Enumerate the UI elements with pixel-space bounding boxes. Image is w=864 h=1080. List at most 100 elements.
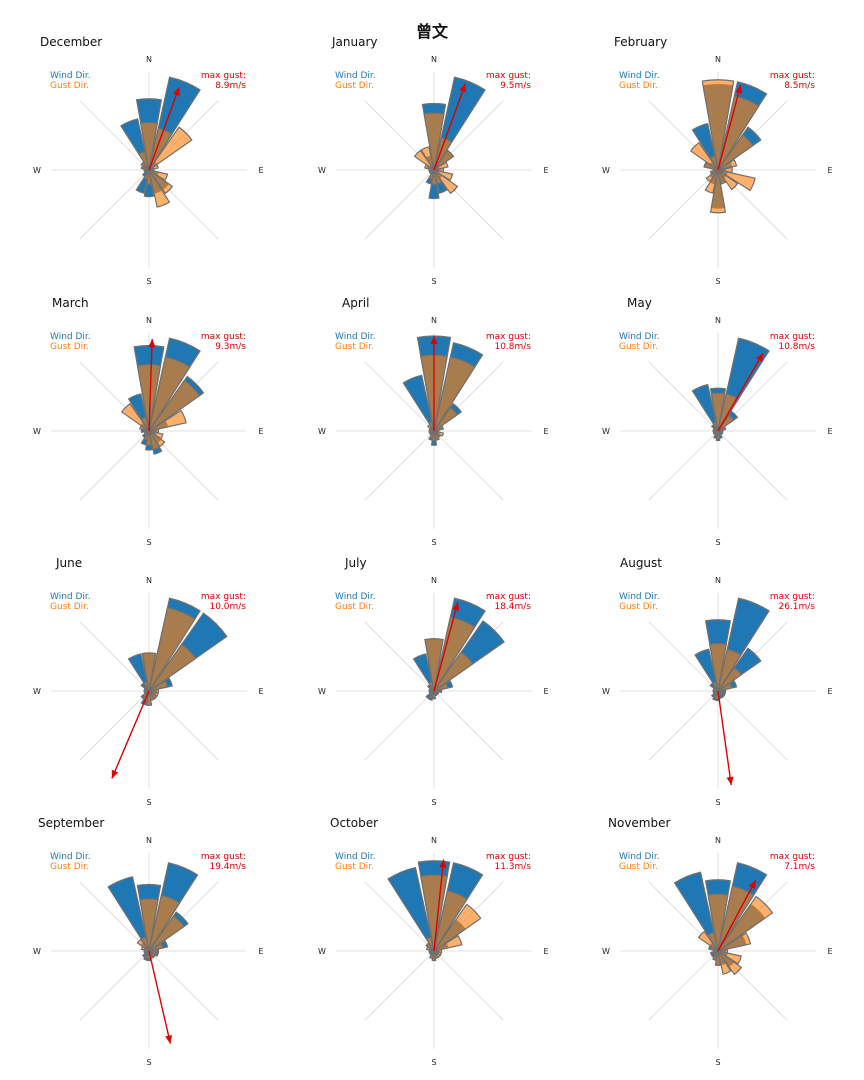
wind-wedge-nnw	[127, 653, 150, 692]
max-gust-annotation: max gust: 9.5m/s	[486, 71, 531, 91]
max-gust-annotation: max gust: 8.9m/s	[201, 71, 246, 91]
legend-wind-dir: Wind Dir.	[50, 592, 91, 602]
legend: Wind Dir. Gust Dir.	[50, 332, 91, 352]
gust-wedge-ene	[717, 158, 738, 171]
wind-wedge-nnw	[412, 653, 435, 692]
gust-wedge-nnw	[140, 416, 150, 432]
compass-label-w: W	[33, 687, 41, 696]
legend-wind-dir: Wind Dir.	[50, 852, 91, 862]
max-gust-label: max gust:	[200, 592, 246, 602]
gust-wedge-nw	[413, 149, 435, 171]
gust-wedge-nne	[148, 606, 196, 692]
gust-wedge-se	[148, 430, 166, 448]
max-gust-arrow	[433, 83, 467, 171]
legend: Wind Dir. Gust Dir.	[335, 332, 376, 352]
legend-gust-dir: Gust Dir.	[335, 602, 374, 612]
windrose-panel: October Wind Dir. Gust Dir. max gust: 11.3m/…	[285, 781, 573, 1067]
gust-wedge-ene	[717, 932, 752, 952]
compass-label-s: S	[146, 538, 151, 547]
windrose-panel: September Wind Dir. Gust Dir. max gust: 19.4…	[0, 781, 288, 1067]
max-gust-value: 9.5m/s	[500, 81, 531, 91]
grid-line	[79, 690, 150, 761]
gust-wedge-wsw	[709, 169, 719, 175]
legend: Wind Dir. Gust Dir.	[619, 852, 660, 872]
grid-line	[79, 621, 150, 692]
legend-gust-dir: Gust Dir.	[335, 81, 374, 91]
gust-wedge-sse	[717, 950, 732, 975]
legend-gust-dir: Gust Dir.	[50, 342, 89, 352]
gust-wedge-ene	[717, 682, 733, 692]
gust-wedge-ene	[148, 679, 169, 692]
gust-wedge-n	[139, 898, 159, 952]
gust-wedge-nnw	[706, 931, 719, 952]
gust-wedge-nnw	[709, 155, 719, 171]
compass-label-n: N	[431, 836, 437, 845]
windrose-svg: N E S W	[602, 836, 832, 1067]
windrose-panel: June Wind Dir. Gust Dir. max gust: 10.0m/s N E…	[0, 521, 288, 807]
gust-wedge-n	[709, 642, 727, 692]
legend: Wind Dir. Gust Dir.	[50, 592, 91, 612]
gust-wedge-se	[717, 950, 743, 976]
max-gust-label: max gust:	[769, 852, 815, 862]
grid-line	[364, 361, 435, 432]
gust-wedge-sse	[717, 169, 727, 185]
grid-line	[648, 621, 719, 692]
gust-wedge-n	[140, 121, 158, 171]
gust-wedge-ne	[717, 134, 754, 171]
gust-wedge-nnw	[140, 936, 150, 952]
compass-label-e: E	[543, 427, 548, 436]
page-title: 曾文	[415, 22, 448, 41]
windrose-svg: N E S W	[318, 55, 548, 286]
max-gust-annotation: max gust: 10.0m/s	[201, 592, 246, 612]
grid-line	[717, 430, 788, 501]
max-gust-label: max gust:	[485, 332, 531, 342]
gust-wedge-ese	[717, 169, 756, 192]
gust-wedge-nne	[433, 616, 476, 692]
gust-wedge-nw	[697, 930, 719, 952]
gust-wedge-ne	[433, 406, 459, 432]
max-gust-annotation: max gust: 7.1m/s	[770, 852, 815, 872]
gust-wedge-nw	[136, 938, 150, 952]
max-gust-arrowhead	[735, 85, 743, 94]
max-gust-value: 10.8m/s	[494, 342, 531, 352]
compass-label-n: N	[146, 316, 152, 325]
gust-wedge-n	[141, 652, 157, 692]
max-gust-arrow	[717, 352, 764, 432]
compass-label-w: W	[33, 166, 41, 175]
max-gust-arrowhead	[726, 776, 734, 786]
grid-line	[648, 690, 719, 761]
legend-gust-dir: Gust Dir.	[50, 81, 89, 91]
legend-wind-dir: Wind Dir.	[50, 71, 91, 81]
grid-line	[433, 690, 504, 761]
max-gust-arrow	[148, 950, 172, 1044]
windrose-svg: N E S W	[33, 576, 263, 807]
grid-line	[148, 950, 219, 1021]
max-gust-arrowhead	[165, 1034, 172, 1044]
max-gust-value: 19.4m/s	[209, 862, 246, 872]
grid-line	[648, 430, 719, 501]
grid-line	[648, 169, 719, 240]
max-gust-arrowhead	[148, 339, 156, 348]
max-gust-label: max gust:	[200, 332, 246, 342]
wind-wedge-nnw	[694, 648, 719, 692]
gust-wedge-ene	[433, 425, 444, 432]
grid-line	[364, 950, 435, 1021]
max-gust-label: max gust:	[769, 71, 815, 81]
windrose-svg: N E S W	[602, 576, 832, 807]
compass-label-w: W	[318, 947, 326, 956]
windrose-svg: N E S W	[602, 55, 832, 286]
max-gust-value: 18.4m/s	[494, 602, 531, 612]
legend: Wind Dir. Gust Dir.	[335, 592, 376, 612]
compass-label-w: W	[318, 166, 326, 175]
compass-label-s: S	[715, 538, 720, 547]
compass-label-w: W	[318, 687, 326, 696]
gust-wedge-s	[145, 169, 153, 185]
gust-wedge-ese	[717, 950, 742, 965]
legend-wind-dir: Wind Dir.	[335, 71, 376, 81]
compass-label-w: W	[602, 166, 610, 175]
gust-wedge-ne	[148, 379, 201, 432]
legend-wind-dir: Wind Dir.	[619, 332, 660, 342]
gust-wedge-s	[431, 430, 437, 442]
legend-wind-dir: Wind Dir.	[619, 852, 660, 862]
gust-wedge-se	[433, 169, 459, 195]
